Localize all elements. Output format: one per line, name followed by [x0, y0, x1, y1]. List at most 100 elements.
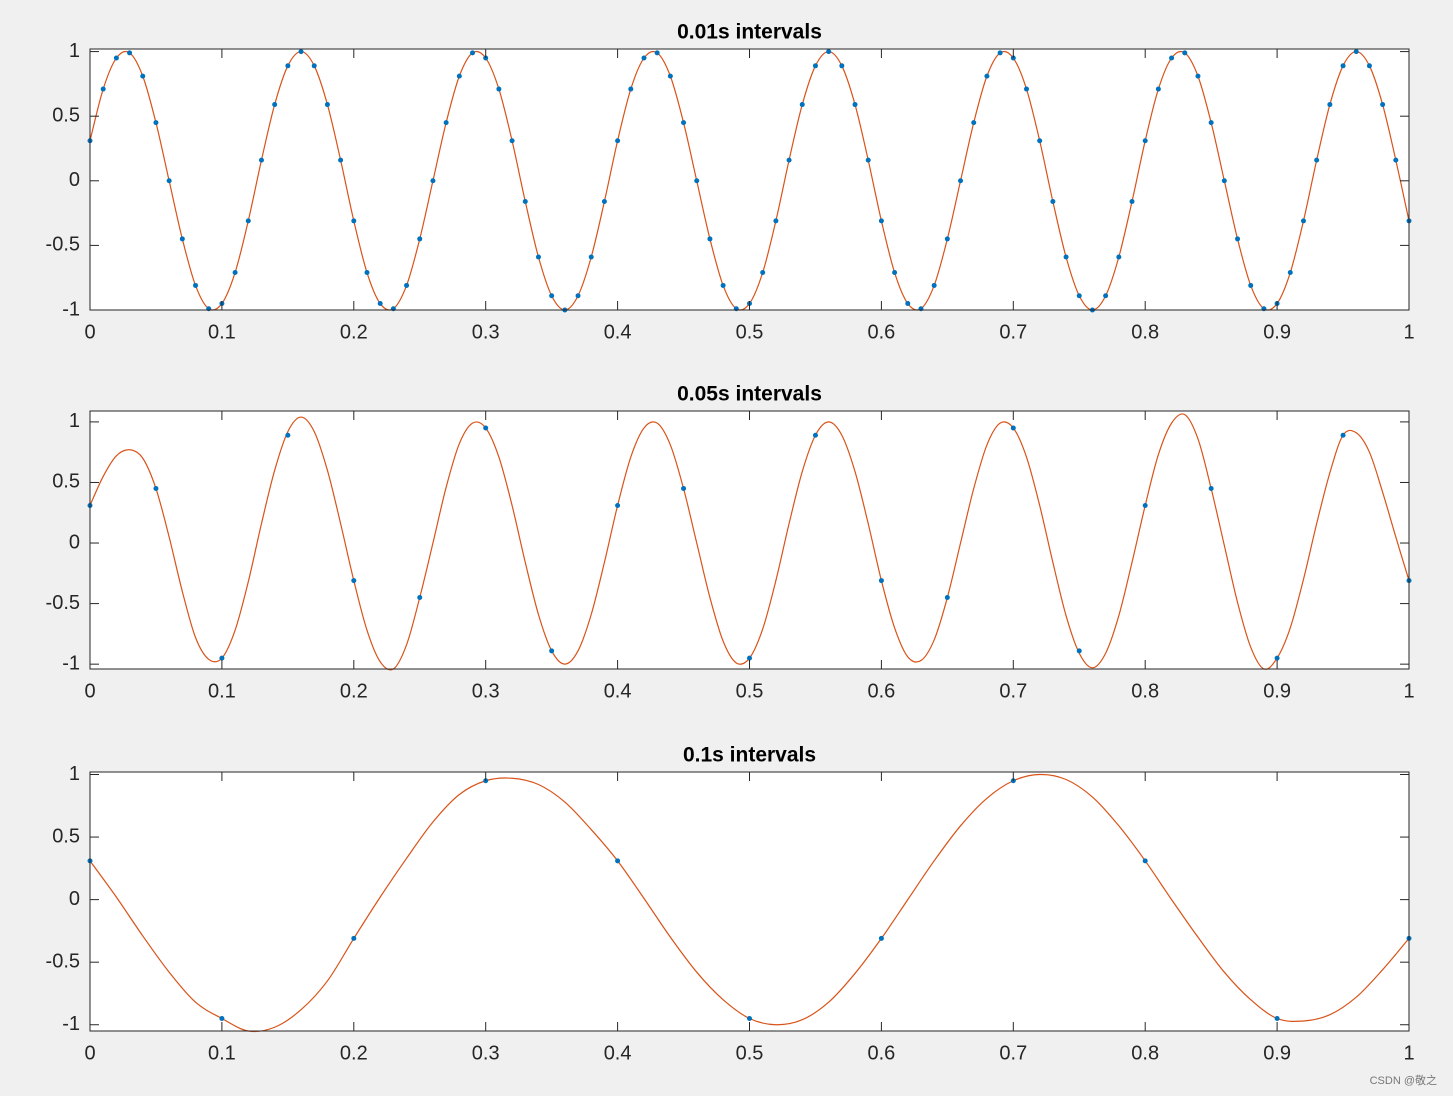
x-tick-label: 0.8: [1131, 680, 1159, 702]
sample-point: [509, 138, 515, 144]
sample-point: [615, 502, 621, 508]
sample-point: [1010, 425, 1016, 431]
sample-point: [298, 49, 304, 55]
sample-point: [456, 73, 462, 79]
sample-point: [575, 293, 581, 299]
x-tick-label: 1: [1403, 321, 1414, 343]
sample-point: [667, 73, 673, 79]
sample-point: [100, 86, 106, 92]
x-tick-label: 0.7: [999, 321, 1027, 343]
sample-point: [417, 236, 423, 242]
sample-point: [839, 63, 845, 69]
sample-point: [1314, 157, 1320, 163]
sample-point: [113, 55, 119, 61]
sample-point: [377, 301, 383, 307]
sample-point: [1380, 102, 1386, 108]
sample-point: [1142, 502, 1148, 508]
x-tick-label: 0.6: [867, 680, 895, 702]
sample-point: [905, 301, 911, 307]
x-tick-label: 1: [1403, 1042, 1414, 1064]
x-tick-label: 0.4: [604, 321, 632, 343]
sample-point: [601, 198, 607, 204]
sample-point: [338, 157, 344, 163]
sample-point: [483, 55, 489, 61]
y-tick-label: 0.5: [52, 825, 80, 847]
chart-title: 0.1s intervals: [683, 744, 816, 767]
y-tick-label: -0.5: [46, 592, 80, 614]
sample-point: [535, 254, 541, 260]
sample-point: [1221, 178, 1227, 184]
sample-point: [324, 102, 330, 108]
sample-point: [272, 102, 278, 108]
sample-point: [720, 282, 726, 288]
sample-point: [997, 50, 1003, 56]
sample-point: [430, 178, 436, 184]
sample-point: [1129, 198, 1135, 204]
y-tick-label: -1: [62, 652, 80, 674]
sample-point: [747, 655, 752, 661]
sample-point: [958, 178, 964, 184]
x-tick-label: 0.9: [1263, 680, 1291, 702]
y-tick-label: 1: [69, 763, 80, 785]
sample-point: [826, 49, 832, 55]
x-tick-label: 0.9: [1263, 321, 1291, 343]
sample-point: [179, 236, 185, 242]
sample-point: [1076, 648, 1082, 654]
sample-point: [364, 270, 370, 276]
x-tick-label: 0.2: [340, 680, 368, 702]
watermark: CSDN @敬之: [1370, 1073, 1437, 1087]
sample-point: [311, 63, 317, 69]
sample-point: [588, 254, 594, 260]
y-tick-label: 0: [69, 888, 80, 910]
y-tick-label: 0: [69, 531, 80, 553]
sample-point: [852, 102, 858, 108]
axes-box: [89, 771, 1410, 1032]
sample-point: [1142, 138, 1148, 144]
sample-point: [219, 1015, 225, 1021]
x-tick-label: 0.6: [867, 1042, 895, 1064]
sample-point: [654, 50, 660, 56]
x-tick-label: 0.5: [736, 1042, 764, 1064]
x-tick-label: 0.5: [736, 680, 764, 702]
sample-point: [166, 178, 172, 184]
x-tick-label: 0.9: [1263, 1042, 1291, 1064]
sample-point: [641, 55, 647, 61]
sample-point: [1274, 655, 1280, 661]
sample-point: [351, 218, 357, 224]
sample-point: [1353, 49, 1359, 55]
plot-area: [90, 49, 1409, 310]
sample-point: [245, 218, 251, 224]
sample-point: [1037, 138, 1043, 144]
sample-point: [522, 198, 528, 204]
sample-point: [1076, 293, 1082, 299]
y-tick-label: -0.5: [46, 234, 80, 256]
x-tick-label: 0.7: [999, 680, 1027, 702]
x-tick-label: 0.4: [604, 1042, 632, 1064]
x-tick-label: 0: [84, 1042, 95, 1064]
sample-point: [1155, 86, 1161, 92]
sample-point: [760, 270, 766, 276]
chart-title: 0.01s intervals: [677, 21, 822, 44]
sample-point: [878, 218, 884, 224]
sample-point: [1248, 282, 1254, 288]
sample-point: [1366, 63, 1372, 69]
sample-point: [351, 578, 357, 584]
sample-point: [219, 655, 225, 661]
sample-point: [1116, 254, 1122, 260]
sample-point: [1010, 55, 1016, 61]
sample-point: [1208, 486, 1214, 492]
y-tick-label: 1: [69, 410, 80, 432]
y-tick-label: 1: [69, 40, 80, 62]
sample-point: [1063, 254, 1069, 260]
sample-point: [615, 138, 621, 144]
sample-point: [549, 648, 555, 654]
x-tick-label: 0.8: [1131, 1042, 1159, 1064]
sample-point: [865, 157, 871, 163]
sample-point: [878, 935, 884, 941]
sample-point: [1169, 55, 1175, 61]
x-tick-label: 0.1: [208, 1042, 236, 1064]
x-tick-label: 0.6: [867, 321, 895, 343]
sample-point: [1327, 102, 1333, 108]
sample-point: [153, 120, 159, 126]
